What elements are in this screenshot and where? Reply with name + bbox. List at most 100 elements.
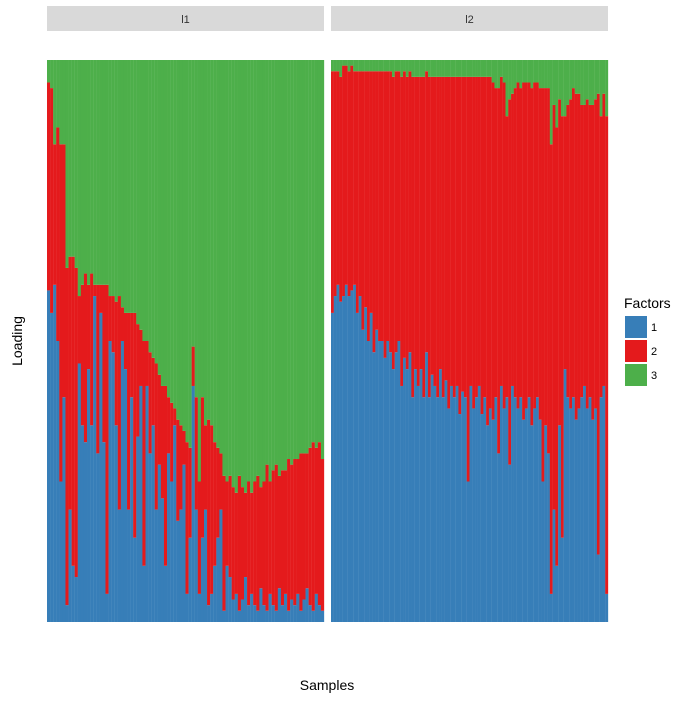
bar-l2-sample-47-factor-1 <box>458 414 462 622</box>
bar-l2-sample-53-factor-3 <box>475 60 478 77</box>
legend-label-2: 2 <box>651 346 657 358</box>
bar-l1-sample-9-factor-2 <box>71 256 75 566</box>
legend-key-1 <box>625 316 647 338</box>
bar-l2-sample-4-factor-3 <box>339 60 343 77</box>
bar-l1-sample-62-factor-3 <box>234 60 238 493</box>
bar-l2-sample-75-factor-2 <box>535 82 539 398</box>
bar-l1-sample-76-factor-1 <box>277 588 282 622</box>
bar-l1-sample-90-factor-3 <box>320 60 325 460</box>
bar-l2-sample-6-factor-1 <box>344 284 348 622</box>
bar-l2-sample-41-factor-2 <box>441 76 445 398</box>
bar-l2-sample-71-factor-1 <box>524 408 528 622</box>
bar-l2-sample-11-factor-1 <box>358 296 362 622</box>
bar-l2-sample-96-factor-1 <box>594 408 598 622</box>
bar-l2-sample-2-factor-1 <box>333 296 337 622</box>
bar-l1-sample-27-factor-2 <box>127 312 131 510</box>
bar-l2-sample-62-factor-3 <box>499 60 503 77</box>
bar-l1-sample-90-factor-1 <box>320 610 325 622</box>
bar-l2-sample-33-factor-1 <box>419 369 423 622</box>
bar-l2-sample-100-factor-1 <box>605 593 609 622</box>
bar-l2-sample-23-factor-3 <box>391 60 395 77</box>
bar-l2-sample-83-factor-2 <box>558 99 562 426</box>
bar-l2-sample-22-factor-3 <box>389 60 393 72</box>
bar-l1-sample-2-factor-3 <box>50 60 54 89</box>
bar-l2-sample-8-factor-3 <box>350 60 354 66</box>
bar-l2-sample-33-factor-3 <box>419 60 423 77</box>
bar-l2-sample-86-factor-3 <box>566 60 570 105</box>
bar-l1-sample-71-factor-2 <box>262 481 266 606</box>
bar-l2-sample-72-factor-1 <box>527 397 531 622</box>
bar-l1-sample-82-factor-3 <box>296 60 300 460</box>
bar-l2-sample-2-factor-2 <box>333 71 337 297</box>
bar-l1-sample-56-factor-3 <box>216 60 220 448</box>
bar-l1-sample-49-factor-2 <box>194 397 198 510</box>
bar-l2-sample-70-factor-2 <box>522 82 526 420</box>
bar-l2-sample-53-factor-1 <box>475 397 478 622</box>
bar-l2-sample-86-factor-2 <box>566 104 570 398</box>
bar-l1-sample-24-factor-2 <box>117 296 122 510</box>
facet-strip-label-l1: l1 <box>181 14 190 26</box>
bar-l1-sample-86-factor-3 <box>308 60 312 448</box>
bar-l2-sample-39-factor-3 <box>436 60 440 77</box>
bar-l1-sample-21-factor-1 <box>108 341 112 622</box>
bar-l1-sample-82-factor-1 <box>296 593 300 622</box>
bar-l1-sample-29-factor-3 <box>133 60 137 313</box>
bar-l1-sample-44-factor-3 <box>179 60 183 426</box>
bar-l1-sample-85-factor-3 <box>305 60 309 454</box>
bar-l1-sample-77-factor-1 <box>280 605 285 622</box>
bar-l2-sample-7-factor-2 <box>347 71 351 297</box>
bar-l1-sample-7-factor-2 <box>65 267 69 606</box>
bar-l1-sample-26-factor-2 <box>123 312 128 370</box>
bar-l2-sample-79-factor-1 <box>547 453 550 622</box>
bar-l1-sample-59-factor-3 <box>225 60 229 482</box>
bar-l1-sample-51-factor-3 <box>200 60 205 398</box>
bar-l1-sample-64-factor-3 <box>240 60 245 488</box>
bar-l1-sample-57-factor-1 <box>219 509 223 622</box>
bar-l2-sample-78-factor-1 <box>544 425 548 622</box>
bar-l2-sample-61-factor-2 <box>497 88 501 454</box>
legend-label-1: 1 <box>651 322 657 334</box>
bar-l1-sample-87-factor-3 <box>311 60 315 443</box>
bar-l2-sample-42-factor-3 <box>444 60 448 77</box>
bar-l2-sample-22-factor-1 <box>389 352 393 622</box>
bar-l1-sample-25-factor-2 <box>120 307 125 341</box>
bar-l1-sample-27-factor-3 <box>127 60 131 313</box>
bar-l1-sample-33-factor-1 <box>145 385 149 622</box>
bar-l2-sample-73-factor-2 <box>530 88 534 426</box>
bar-l2-sample-15-factor-3 <box>369 60 373 72</box>
bar-l1-sample-60-factor-2 <box>228 475 232 578</box>
bar-l2-sample-61-factor-1 <box>497 453 501 622</box>
bar-l2-sample-15-factor-1 <box>369 312 373 622</box>
bar-l1-sample-35-factor-1 <box>151 425 155 622</box>
bar-l2-sample-86-factor-1 <box>566 397 570 622</box>
bar-l2-sample-5-factor-2 <box>342 65 345 297</box>
bar-l2-sample-30-factor-3 <box>411 60 415 77</box>
bar-l2-sample-37-factor-1 <box>430 374 434 622</box>
bar-l2-sample-55-factor-3 <box>480 60 484 77</box>
bar-l1-sample-29-factor-1 <box>133 537 137 622</box>
bar-l1-sample-74-factor-1 <box>271 605 275 622</box>
bar-l2-sample-91-factor-1 <box>580 397 584 622</box>
bar-l1-sample-35-factor-2 <box>151 357 155 426</box>
bar-l2-sample-99-factor-3 <box>602 60 606 94</box>
bar-l2-sample-29-factor-3 <box>408 60 412 72</box>
bar-l1-sample-33-factor-3 <box>145 60 149 341</box>
bar-l2-sample-56-factor-1 <box>483 397 487 622</box>
bar-l2-sample-26-factor-3 <box>400 60 404 77</box>
bar-l2-sample-82-factor-2 <box>555 127 559 566</box>
bar-l2-sample-68-factor-2 <box>516 82 520 409</box>
bar-l2-sample-79-factor-3 <box>547 60 550 89</box>
bar-l2-sample-12-factor-3 <box>361 60 365 72</box>
bar-l2-sample-19-factor-3 <box>380 60 384 72</box>
bar-l2-sample-63-factor-3 <box>502 60 506 83</box>
bar-l2-sample-73-factor-1 <box>530 425 534 622</box>
bar-l2-sample-35-factor-2 <box>425 71 429 353</box>
legend-key-3 <box>625 364 647 386</box>
bar-l1-sample-23-factor-3 <box>114 60 118 302</box>
bar-l2-sample-8-factor-2 <box>350 65 354 291</box>
bar-l1-sample-48-factor-2 <box>191 346 195 386</box>
bar-l2-sample-20-factor-2 <box>383 71 387 358</box>
bar-l2-sample-6-factor-2 <box>344 65 348 285</box>
bar-l1-sample-26-factor-1 <box>123 369 128 622</box>
bar-l2-sample-17-factor-2 <box>375 71 379 330</box>
